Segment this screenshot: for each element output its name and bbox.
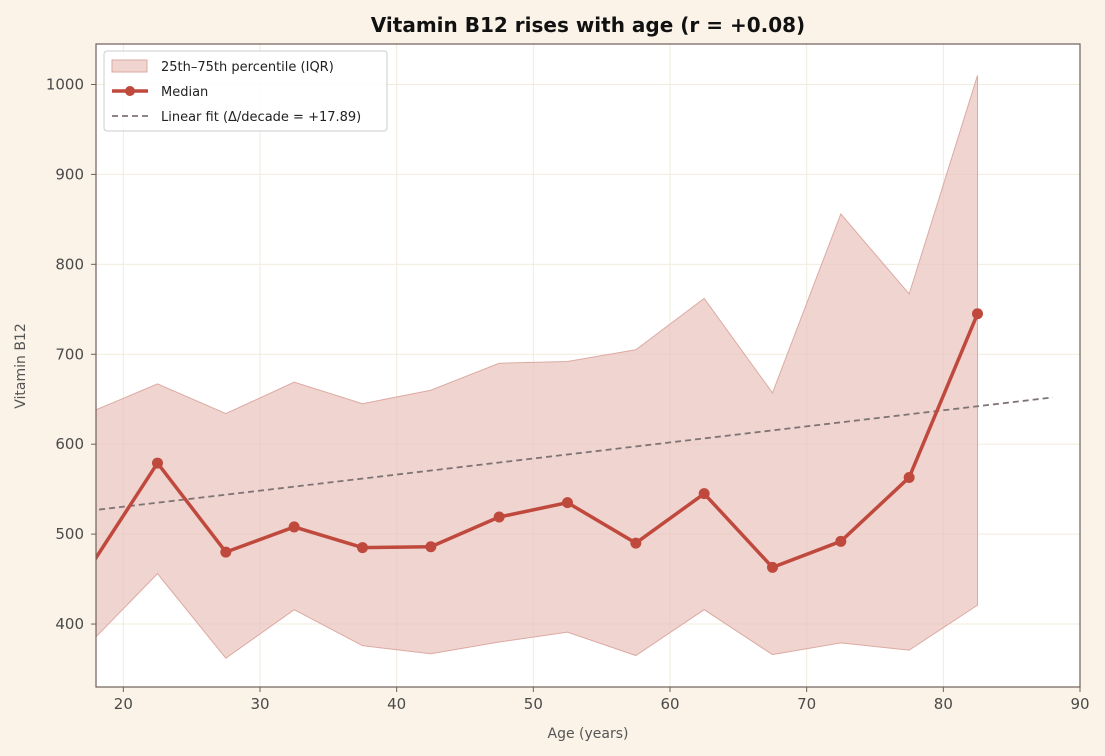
median-point	[835, 535, 847, 547]
median-point	[698, 488, 710, 500]
x-tick-label: 60	[660, 695, 679, 713]
legend-label-iqr: 25th–75th percentile (IQR)	[161, 60, 334, 75]
y-axis-label: Vitamin B12	[13, 323, 29, 409]
x-tick-label: 90	[1070, 695, 1089, 713]
x-tick-label: 70	[797, 695, 816, 713]
x-axis-label: Age (years)	[548, 726, 629, 742]
median-point	[903, 471, 915, 483]
median-point	[357, 542, 368, 554]
median-point	[562, 497, 573, 509]
x-tick-label: 80	[934, 695, 953, 713]
y-tick-label: 600	[55, 435, 84, 453]
chart-title: Vitamin B12 rises with age (r = +0.08)	[371, 13, 805, 37]
legend-box	[103, 50, 388, 132]
median-point	[152, 457, 163, 469]
legend-label-fit: Linear fit (Δ/decade = +17.89)	[161, 110, 361, 125]
x-tick-label: 30	[250, 695, 269, 713]
x-tick-label: 40	[387, 695, 406, 713]
y-tick-label: 700	[55, 345, 84, 363]
median-point	[767, 561, 778, 573]
median-point	[425, 541, 437, 553]
axis-ticks: 20 30 40 50 60 70 80 90 400 500 600 700 800 900 1000	[46, 75, 1090, 713]
legend-swatch-iqr	[111, 59, 148, 73]
y-tick-label: 400	[55, 615, 84, 633]
legend-marker-median	[125, 86, 135, 96]
median-point	[220, 546, 232, 558]
y-tick-label: 500	[55, 525, 84, 543]
median-point	[630, 537, 642, 549]
y-tick-label: 1000	[46, 75, 84, 93]
iqr-band	[96, 75, 978, 659]
x-tick-label: 20	[114, 695, 133, 713]
plot-frame	[95, 43, 1081, 688]
legend-label-median: Median	[161, 85, 208, 100]
median-point	[493, 511, 505, 523]
linear-fit-line	[96, 396, 1053, 511]
plot-marks	[84, 75, 1053, 659]
median-point	[288, 521, 300, 533]
x-tick-label: 50	[524, 695, 543, 713]
median-point	[972, 308, 983, 320]
y-tick-label: 800	[55, 255, 84, 273]
y-tick-label: 900	[55, 165, 84, 183]
legend: 25th–75th percentile (IQR) Median Linear…	[103, 50, 388, 132]
median-line	[96, 313, 980, 570]
median-point	[84, 563, 95, 574]
